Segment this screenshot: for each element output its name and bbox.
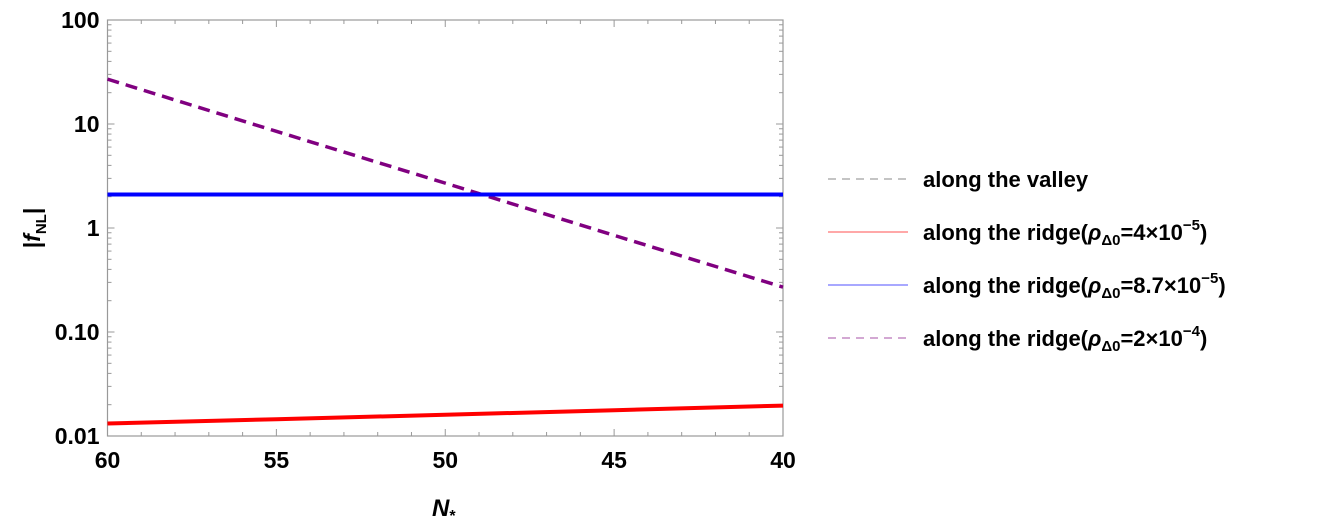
- x-axis-label: N*: [432, 495, 456, 525]
- legend-label-ridge3: along the ridge(ρΔ0=2×10−4): [923, 323, 1207, 355]
- legend: along the valley along the ridge(ρΔ0=4×10…: [828, 167, 1226, 355]
- x-tick-label: 45: [601, 447, 627, 473]
- y-tick-label: 0.01: [55, 423, 100, 449]
- legend-label-ridge2: along the ridge(ρΔ0=8.7×10−5): [923, 270, 1226, 302]
- series-line-ridge1: [107, 403, 784, 426]
- x-tick-label: 55: [264, 447, 290, 473]
- x-tick-label: 40: [770, 447, 796, 473]
- plot-frame: [106, 19, 784, 437]
- y-tick-label: 0.10: [55, 319, 100, 345]
- legend-label-ridge1: along the ridge(ρΔ0=4×10−5): [923, 217, 1207, 249]
- y-tick-label: 100: [61, 7, 99, 33]
- series-line-ridge3: [106, 77, 784, 289]
- y-tick-label: 10: [74, 111, 100, 137]
- legend-label-valley: along the valley: [923, 167, 1089, 192]
- y-axis-label: |fNL|: [19, 208, 50, 249]
- x-tick-label: 50: [432, 447, 458, 473]
- y-tick-label: 1: [87, 215, 100, 241]
- x-tick-label: 60: [95, 447, 121, 473]
